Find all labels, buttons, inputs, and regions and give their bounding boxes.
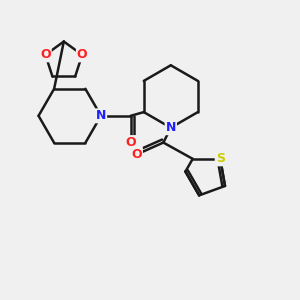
Text: S: S	[216, 152, 225, 165]
Text: O: O	[125, 136, 136, 149]
Text: O: O	[40, 48, 51, 62]
Text: O: O	[131, 148, 142, 161]
Text: N: N	[166, 121, 176, 134]
Text: N: N	[96, 109, 106, 122]
Text: O: O	[77, 48, 88, 62]
